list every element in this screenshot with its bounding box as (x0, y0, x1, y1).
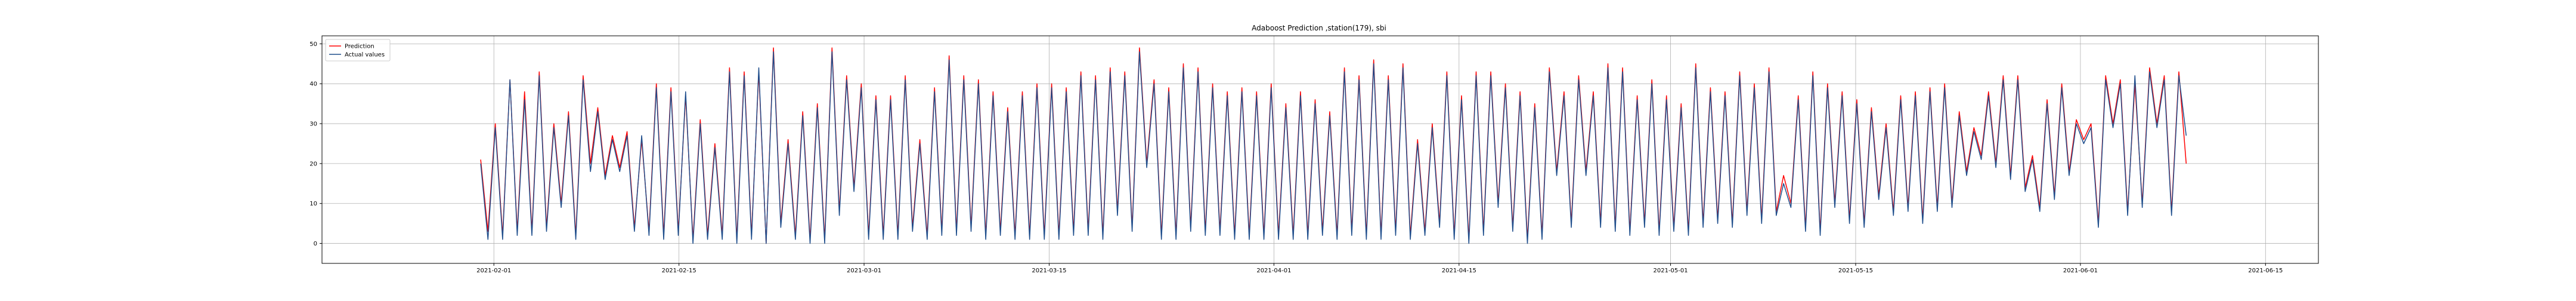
legend-label: Prediction (345, 44, 374, 50)
legend: Prediction Actual values (325, 39, 391, 62)
x-tick-label: 2021-02-15 (662, 268, 696, 274)
legend-box (325, 39, 391, 62)
x-tick-label: 2021-06-01 (2063, 268, 2098, 274)
y-tick-label: 10 (309, 201, 317, 207)
y-tick-label: 40 (309, 81, 317, 88)
series-line-actual-values (480, 51, 2187, 244)
chart-title: Adaboost Prediction ,station(179), sbi (1252, 24, 1386, 32)
legend-label: Actual values (345, 52, 385, 59)
x-tick-label: 2021-03-15 (1032, 268, 1066, 274)
plot-frame (321, 35, 2319, 264)
y-tick-label: 30 (309, 121, 317, 128)
x-tick-label: 2021-05-01 (1654, 268, 1688, 274)
series-line-prediction (480, 47, 2187, 244)
x-tick-label: 2021-06-15 (2248, 268, 2283, 274)
x-tick-label: 2021-04-01 (1256, 268, 1291, 274)
grid (322, 36, 2318, 263)
x-tick-label: 2021-04-15 (1442, 268, 1476, 274)
y-tick-label: 20 (309, 161, 317, 167)
x-tick-label: 2021-02-01 (476, 268, 511, 274)
x-tick-label: 2021-03-01 (847, 268, 881, 274)
y-tick-label: 50 (309, 41, 317, 48)
x-axis: 2021-02-01 2021-02-15 2021-03-01 2021-03-15… (476, 263, 2283, 274)
y-axis: 0 10 20 30 40 50 (309, 41, 322, 247)
x-tick-label: 2021-05-15 (1838, 268, 1873, 274)
series-layer (480, 47, 2187, 244)
y-tick-label: 0 (314, 241, 317, 247)
